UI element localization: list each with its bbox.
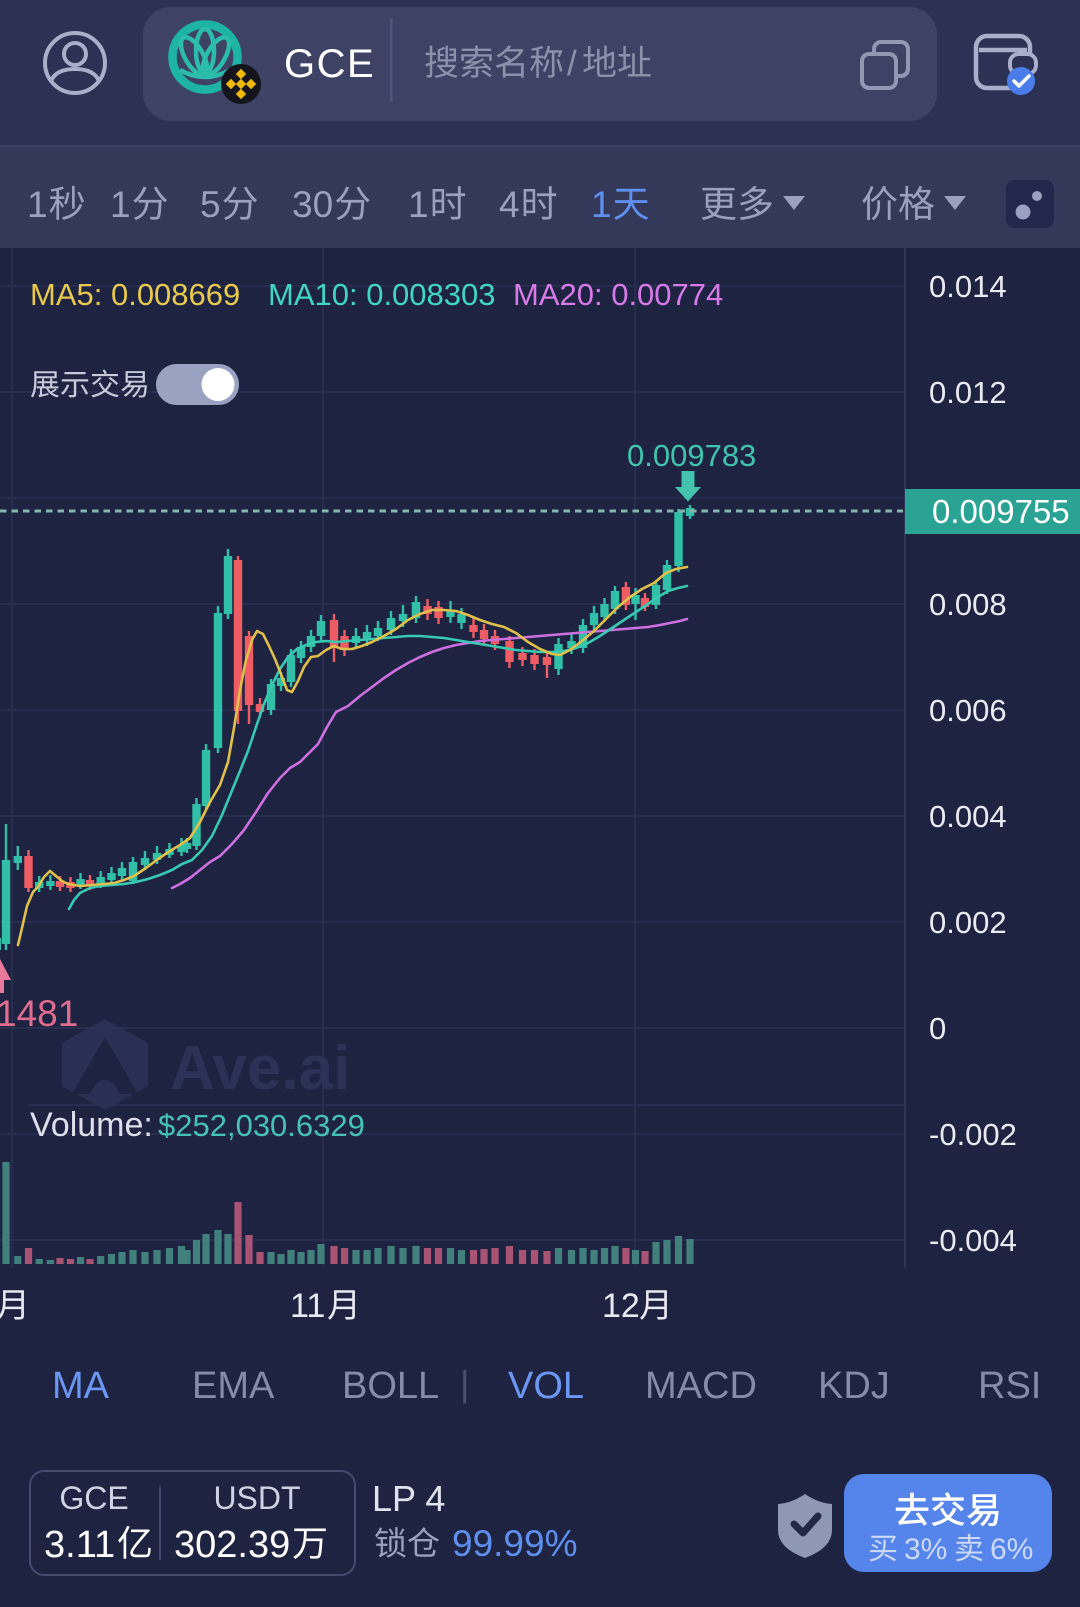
- svg-text:0.009783: 0.009783: [627, 438, 756, 473]
- svg-text:0: 0: [929, 1011, 946, 1046]
- svg-text:30: 30: [292, 184, 333, 225]
- svg-text:0.004: 0.004: [929, 799, 1007, 834]
- svg-text:3%: 3%: [904, 1533, 947, 1566]
- svg-text:VOL: VOL: [508, 1365, 584, 1407]
- svg-text:0.008: 0.008: [929, 587, 1007, 622]
- svg-text:3.11: 3.11: [44, 1524, 115, 1566]
- svg-text:1: 1: [110, 184, 131, 225]
- svg-text:6%: 6%: [990, 1533, 1033, 1566]
- svg-text:GCE: GCE: [284, 42, 375, 86]
- svg-text:-0.004: -0.004: [929, 1223, 1017, 1258]
- svg-text:MA20: 0.00774: MA20: 0.00774: [513, 277, 723, 312]
- svg-text:0.009755: 0.009755: [932, 493, 1070, 530]
- svg-text:MACD: MACD: [645, 1365, 757, 1407]
- svg-text:12: 12: [602, 1287, 640, 1325]
- svg-text:MA10: 0.008303: MA10: 0.008303: [268, 277, 496, 312]
- svg-text:MA5: 0.008669: MA5: 0.008669: [30, 277, 240, 312]
- svg-text:GCE: GCE: [59, 1480, 128, 1516]
- svg-text:0.006: 0.006: [929, 693, 1007, 728]
- svg-text:KDJ: KDJ: [818, 1365, 890, 1407]
- svg-text:0.012: 0.012: [929, 375, 1007, 410]
- svg-text:0.002: 0.002: [929, 905, 1007, 940]
- svg-text:4: 4: [499, 184, 520, 225]
- svg-text:/: /: [567, 44, 577, 83]
- svg-text:302.39: 302.39: [174, 1524, 290, 1566]
- svg-text:-0.002: -0.002: [929, 1117, 1017, 1152]
- svg-text:EMA: EMA: [192, 1365, 275, 1407]
- svg-text:0.014: 0.014: [929, 269, 1007, 304]
- svg-text:MA: MA: [52, 1365, 110, 1407]
- svg-text:1481: 1481: [0, 993, 78, 1034]
- svg-text:Volume:: Volume:: [30, 1106, 153, 1144]
- svg-text:1: 1: [27, 184, 48, 225]
- svg-text:5: 5: [200, 184, 221, 225]
- svg-text:LP 4: LP 4: [372, 1478, 445, 1519]
- svg-text:RSI: RSI: [978, 1365, 1041, 1407]
- svg-text:$252,030.6329: $252,030.6329: [158, 1108, 365, 1143]
- svg-text:11: 11: [290, 1287, 325, 1325]
- svg-text:1: 1: [408, 184, 429, 225]
- svg-text:1: 1: [591, 184, 612, 225]
- svg-text:BOLL: BOLL: [342, 1365, 439, 1407]
- svg-text:Ave.ai: Ave.ai: [170, 1034, 350, 1103]
- svg-text:99.99%: 99.99%: [452, 1523, 578, 1564]
- svg-text:|: |: [460, 1363, 469, 1404]
- svg-text:USDT: USDT: [213, 1480, 300, 1516]
